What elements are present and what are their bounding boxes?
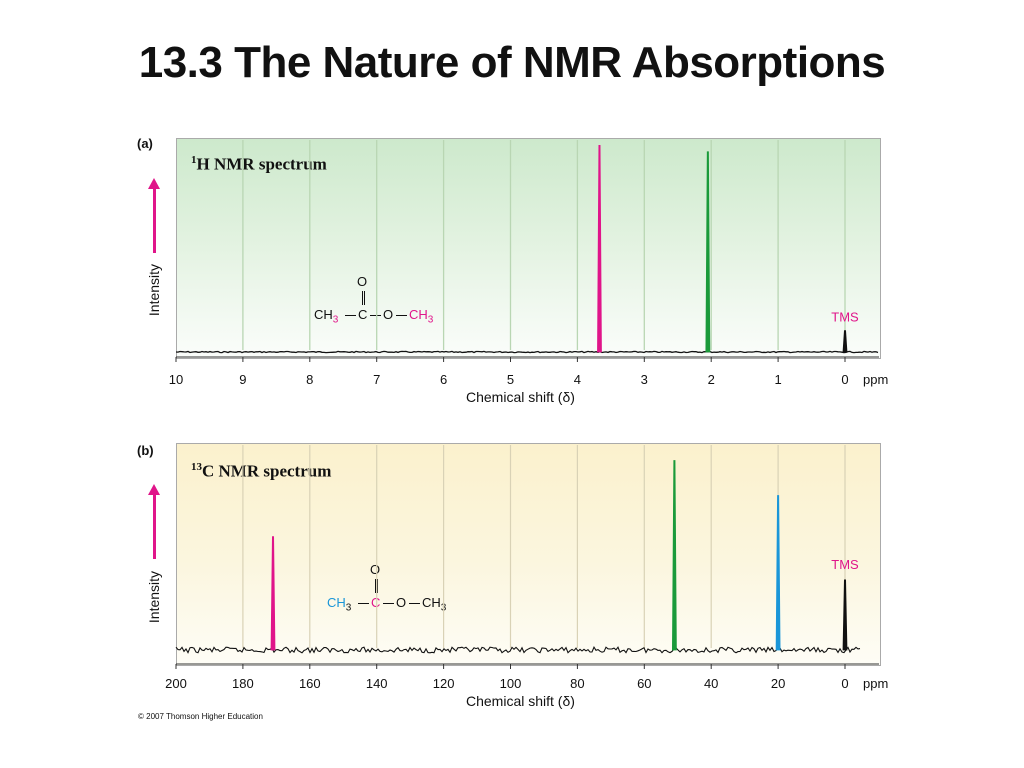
x-tick-label: 0 [841,676,848,691]
ch3-left-sub-a: 3 [332,314,339,326]
ch3-left-text-b: CH [327,595,346,610]
bond-1-b [358,603,369,604]
x-tick-label: 5 [507,372,514,387]
ch3-left-sub-b: 3 [345,602,352,614]
x-tick-label: 6 [440,372,447,387]
panel-label-a: (a) [137,136,153,151]
ch3-right-text-b: CH [422,595,441,610]
x-tick-label: 1 [774,372,781,387]
x-tick-label: 80 [570,676,584,691]
ch3-left-a: CH3 [314,307,338,326]
spectrum-title-c: 13C NMR spectrum [191,461,331,482]
peak-mark [672,460,677,651]
x-tick-label: 160 [299,676,321,691]
ch3-right-text-a: CH [409,307,428,322]
x-tick-label: 60 [637,676,651,691]
bond-1-a [345,315,356,316]
x-axis-title-a: Chemical shift (δ) [466,389,575,405]
isotope-superscript-h: 1 [191,154,197,166]
carbonyl-oxygen-b: O [370,562,381,577]
x-tick-label: 0 [841,372,848,387]
slide-title: 13.3 The Nature of NMR Absorptions [138,38,886,87]
x-tick-label: 2 [708,372,715,387]
spectrum-title-h: 1H NMR spectrum [191,154,327,175]
peak-mark [842,330,848,353]
intensity-arrow-icon-a [148,178,160,253]
tms-label: TMS [831,310,859,325]
bond-2-a [370,315,381,316]
peak-mark [705,151,711,353]
x-tick-label: 3 [641,372,648,387]
ester-oxygen-b: O [396,595,407,610]
spectrum-title-text-c: C NMR spectrum [202,461,332,481]
ch3-left-text-a: CH [314,307,333,322]
peak-mark [597,144,602,353]
copyright-credit: © 2007 Thomson Higher Education [138,712,263,721]
x-tick-label: 20 [771,676,785,691]
x-tick-label: 9 [239,372,246,387]
double-bond-b [375,579,378,593]
bond-2-b [383,603,394,604]
ch3-right-a: CH3 [409,307,433,326]
double-bond-a [362,291,365,305]
carbonyl-carbon-b: C [371,595,381,610]
carbonyl-carbon-a: C [358,307,368,322]
tms-label: TMS [831,557,859,572]
x-tick-label: 8 [306,372,313,387]
peak-mark [270,536,276,651]
spectrum-title-text-h: H NMR spectrum [196,154,327,174]
x-unit-label: ppm [863,676,888,691]
x-tick-label: 10 [169,372,183,387]
methyl-acetate-structure-a: O CH3 C O CH3 [310,274,450,329]
peak-mark [842,579,848,651]
x-unit-label: ppm [863,372,888,387]
bond-3-b [409,603,420,604]
x-tick-label: 7 [373,372,380,387]
x-tick-label: 40 [704,676,718,691]
isotope-superscript-c: 13 [191,461,202,473]
x-tick-label: 4 [574,372,581,387]
spectrum-baseline [175,646,861,654]
carbonyl-oxygen-a: O [357,274,368,289]
peak-mark [775,495,781,651]
plot-area-h-nmr [176,138,881,359]
ester-oxygen-a: O [383,307,394,322]
ch3-right-sub-a: 3 [427,314,434,326]
x-tick-label: 120 [433,676,455,691]
x-axis-title-b: Chemical shift (δ) [466,693,575,709]
ch3-left-b: CH3 [327,595,351,614]
x-tick-label: 200 [165,676,187,691]
bond-3-a [396,315,407,316]
spectrum-baseline [175,350,879,354]
panel-label-b: (b) [137,443,154,458]
intensity-arrow-icon-b [148,484,160,559]
plot-area-c-nmr [176,443,881,666]
x-tick-label: 100 [500,676,522,691]
x-tick-label: 180 [232,676,254,691]
x-tick-label: 140 [366,676,388,691]
